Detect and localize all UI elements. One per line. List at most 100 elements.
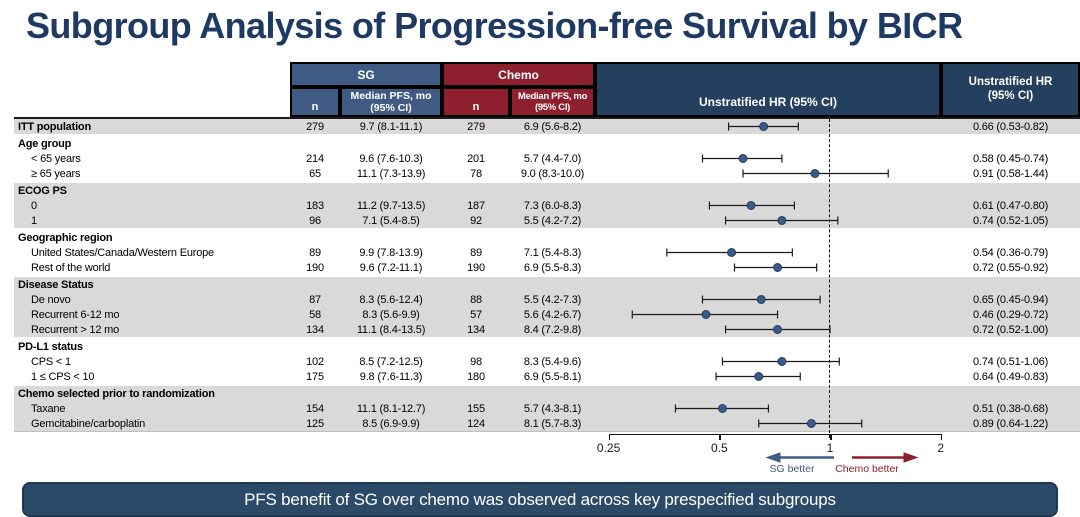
hr-plot-cell xyxy=(595,292,941,307)
sg-median-pfs-value: 9.6 (7.6-10.3) xyxy=(359,152,423,165)
table-row: 1 96 7.1 (5.4-8.5) 92 5.5 (4.2-7.2) 0.74… xyxy=(14,213,1080,228)
chemo-median-pfs-value: 7.1 (5.4-8.3) xyxy=(523,246,582,259)
sg-better-label: SG better xyxy=(769,463,815,475)
table-row: CPS < 1 102 8.5 (7.2-12.5) 98 8.3 (5.4-9… xyxy=(14,354,1080,369)
hr-ci-marker xyxy=(674,404,770,413)
row-label: PD-L1 status xyxy=(18,340,83,353)
sg-n-value: 134 xyxy=(306,323,324,336)
chemo-n-value: 279 xyxy=(467,120,485,133)
hr-plot-cell xyxy=(595,277,941,292)
sg-n-value: 175 xyxy=(306,370,324,383)
hr-ci-marker xyxy=(701,154,783,163)
hr-plot-cell xyxy=(595,339,941,354)
hr-ci-value: 0.74 (0.51-1.06) xyxy=(972,355,1049,368)
sg-n-value: 87 xyxy=(309,293,321,306)
table-row: Recurrent > 12 mo 134 11.1 (8.4-13.5) 13… xyxy=(14,322,1080,337)
table-body: ITT population 279 9.7 (8.1-11.1) 279 6.… xyxy=(14,117,1080,432)
header-chemo-median-pfs: Median PFS, mo (95% CI) xyxy=(510,87,595,117)
sg-n-value: 89 xyxy=(309,246,321,259)
page-title: Subgroup Analysis of Progression-free Su… xyxy=(26,5,963,46)
sg-median-pfs-value: 9.6 (7.2-11.1) xyxy=(359,261,423,274)
header-chemo-n: n xyxy=(442,87,510,117)
chemo-median-pfs-value: 9.0 (8.3-10.0) xyxy=(520,167,585,180)
table-row: ≥ 65 years 65 11.1 (7.3-13.9) 78 9.0 (8.… xyxy=(14,166,1080,181)
hr-plot-cell xyxy=(595,136,941,151)
hr-ci-marker xyxy=(758,419,863,428)
row-label: CPS < 1 xyxy=(31,355,71,368)
table-row: Age group xyxy=(14,136,1080,151)
axis-tick xyxy=(719,434,721,440)
axis-tick-label: 2 xyxy=(937,441,945,455)
hr-ci-value: 0.65 (0.45-0.94) xyxy=(972,293,1049,306)
header-chemo-median-line1: Median PFS, mo xyxy=(517,90,588,102)
sg-n-value: 183 xyxy=(306,199,324,212)
table-row: Chemo selected prior to randomization xyxy=(14,386,1080,401)
direction-arrows xyxy=(765,452,919,463)
axis-tick-label: 0.5 xyxy=(710,441,728,455)
sg-median-pfs-value: 11.1 (8.4-13.5) xyxy=(356,323,426,336)
sg-n-value: 190 xyxy=(306,261,324,274)
hr-plot-cell xyxy=(595,119,941,134)
header-group-sg: SG xyxy=(290,62,442,87)
header-sg-median-line1: Median PFS, mo xyxy=(350,89,432,102)
axis-tick xyxy=(608,434,611,440)
hr-plot-cell xyxy=(595,183,941,198)
chemo-n-value: 98 xyxy=(470,355,482,368)
hr-ci-value: 0.74 (0.52-1.05) xyxy=(972,214,1049,227)
row-label: Disease Status xyxy=(18,278,94,291)
forest-plot-table: SG Chemo n Median PFS, mo (95% CI) n Med… xyxy=(14,62,1080,476)
subgroup-section: Chemo selected prior to randomization Ta… xyxy=(14,386,1080,431)
hr-ci-marker xyxy=(724,216,839,225)
hr-ci-marker xyxy=(721,357,840,366)
sg-median-pfs-value: 11.1 (7.3-13.9) xyxy=(356,167,426,180)
hr-ci-marker xyxy=(666,248,793,257)
subgroup-section: Age group < 65 years 214 9.6 (7.6-10.3) … xyxy=(14,136,1080,181)
sg-n-value: 96 xyxy=(309,214,321,227)
chemo-median-pfs-value: 6.9 (5.5-8.1) xyxy=(523,370,582,383)
chemo-n-value: 78 xyxy=(470,167,482,180)
hr-plot-cell xyxy=(595,386,941,401)
axis-tick xyxy=(940,434,943,440)
chemo-median-pfs-value: 6.9 (5.5-8.3) xyxy=(523,261,582,274)
chemo-median-pfs-value: 5.6 (4.2-6.7) xyxy=(523,308,582,321)
chemo-better-label: Chemo better xyxy=(835,463,899,475)
row-label: 1 ≤ CPS < 10 xyxy=(31,370,95,383)
table-row: Disease Status xyxy=(14,277,1080,292)
row-label: Recurrent 6-12 mo xyxy=(31,308,120,321)
chemo-median-pfs-value: 7.3 (6.0-8.3) xyxy=(523,199,582,212)
chemo-n-value: 124 xyxy=(467,417,485,430)
sg-median-pfs-value: 9.7 (8.1-11.1) xyxy=(359,120,423,133)
header-unstratified-hr-plot: Unstratified HR (95% CI) xyxy=(595,62,941,117)
hr-ci-value: 0.54 (0.36-0.79) xyxy=(972,246,1049,259)
row-label: ECOG PS xyxy=(18,184,67,197)
sg-n-value: 65 xyxy=(309,167,321,180)
sg-median-pfs-value: 11.2 (9.7-13.5) xyxy=(356,199,426,212)
hr-ci-value: 0.46 (0.29-0.72) xyxy=(972,308,1049,321)
chemo-median-pfs-value: 5.5 (4.2-7.2) xyxy=(523,214,582,227)
axis-line xyxy=(608,434,941,435)
subgroup-section: PD-L1 status CPS < 1 102 8.5 (7.2-12.5) … xyxy=(14,339,1080,384)
header-hr-line2: (95% CI) xyxy=(987,89,1034,102)
row-label: 0 xyxy=(31,199,37,212)
header-group-chemo: Chemo xyxy=(442,62,595,87)
sg-n-value: 102 xyxy=(306,355,324,368)
row-label: Gemcitabine/carboplatin xyxy=(31,417,146,430)
axis-tick xyxy=(830,434,832,440)
row-label: United States/Canada/Western Europe xyxy=(31,246,214,259)
header-hr-line1: Unstratified HR xyxy=(968,75,1053,88)
subgroup-section: ECOG PS 0 183 11.2 (9.7-13.5) 187 7.3 (6… xyxy=(14,183,1080,228)
chemo-n-value: 134 xyxy=(467,323,485,336)
row-label: ITT population xyxy=(18,120,91,133)
hr-ci-marker xyxy=(715,372,801,381)
table-row: De novo 87 8.3 (5.6-12.4) 88 5.5 (4.2-7.… xyxy=(14,292,1080,307)
chemo-n-value: 92 xyxy=(470,214,482,227)
sg-n-value: 58 xyxy=(309,308,321,321)
hr-ci-value: 0.91 (0.58-1.44) xyxy=(972,167,1049,180)
hr-plot-cell xyxy=(595,369,941,384)
sg-n-value: 214 xyxy=(306,152,324,165)
table-row: < 65 years 214 9.6 (7.6-10.3) 201 5.7 (4… xyxy=(14,151,1080,166)
chemo-median-pfs-value: 8.4 (7.2-9.8) xyxy=(523,323,582,336)
row-label: Recurrent > 12 mo xyxy=(31,323,120,336)
sg-n-value: 154 xyxy=(306,402,324,415)
table-row: Geographic region xyxy=(14,230,1080,245)
